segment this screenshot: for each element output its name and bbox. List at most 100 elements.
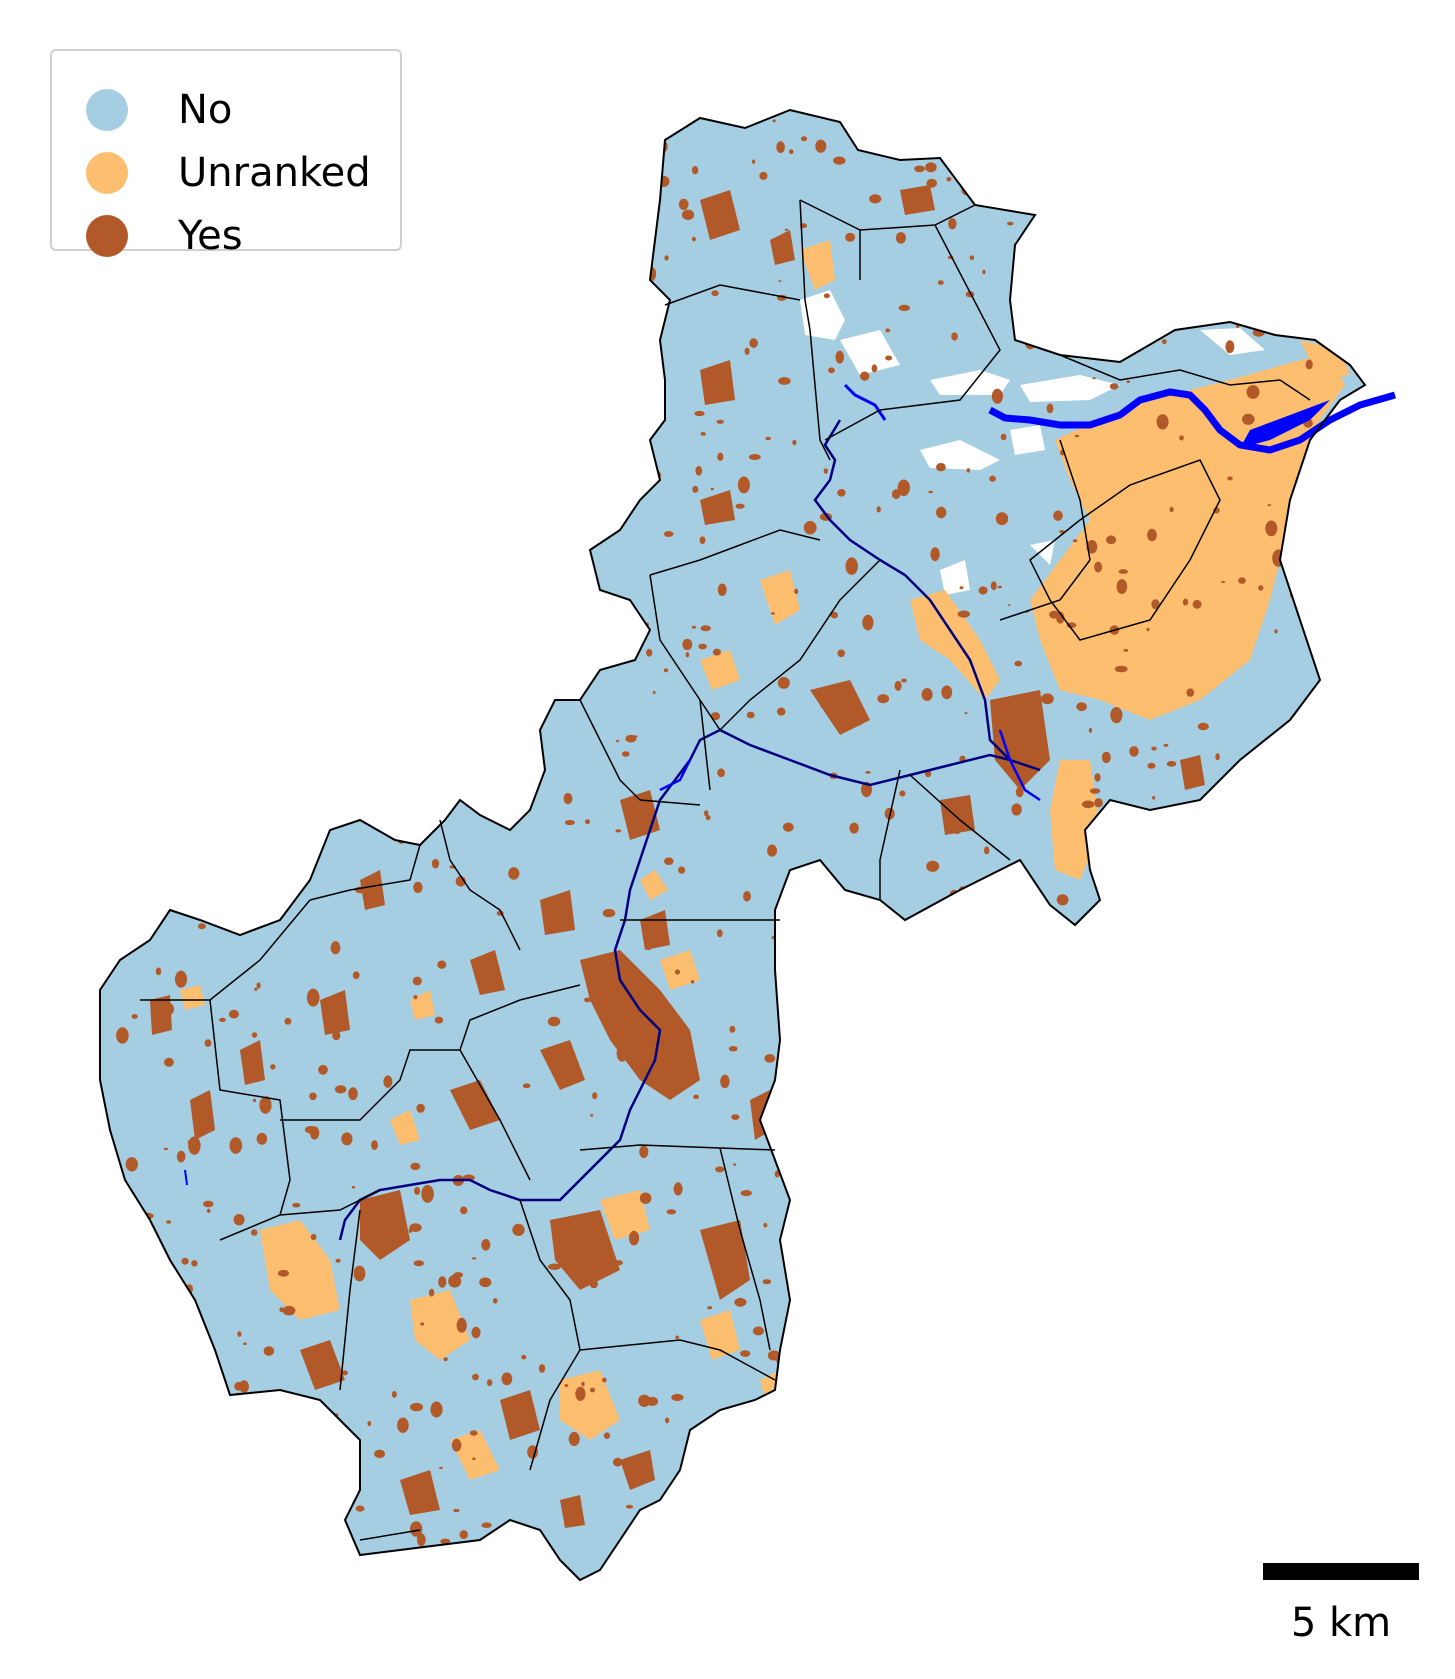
yes-speckle — [1071, 1477, 1080, 1489]
yes-speckle — [359, 329, 370, 335]
legend-label-unranked: Unranked — [178, 150, 371, 196]
yes-speckle — [849, 822, 859, 834]
yes-speckle — [413, 881, 423, 894]
yes-speckle — [431, 858, 440, 869]
yes-speckle — [1318, 450, 1328, 456]
yes-speckle — [309, 1126, 320, 1140]
yes-speckle — [812, 1096, 820, 1100]
yes-speckle — [241, 907, 246, 912]
yes-speckle — [1307, 1359, 1318, 1369]
yes-speckle — [486, 1379, 493, 1387]
yes-speckle — [252, 640, 261, 653]
yes-speckle — [458, 1568, 468, 1575]
yes-speckle — [132, 1463, 137, 1467]
yes-speckle — [1218, 855, 1230, 865]
yes-speckle — [1181, 1231, 1191, 1244]
yes-speckle — [1126, 380, 1130, 384]
yes-speckle — [292, 1202, 301, 1208]
yes-speckle — [254, 987, 258, 992]
yes-speckle — [830, 611, 838, 619]
yes-speckle — [1227, 1128, 1238, 1139]
yes-speckle — [428, 1288, 435, 1297]
yes-speckle — [1257, 789, 1261, 794]
yes-speckle — [1200, 1330, 1207, 1337]
yes-speckle — [1056, 1295, 1068, 1304]
yes-speckle — [401, 610, 410, 618]
yes-speckle — [691, 166, 699, 175]
yes-speckle — [519, 110, 525, 116]
yes-speckle — [845, 1164, 859, 1181]
yes-speckle — [164, 1057, 174, 1067]
scale-bar — [1263, 1563, 1419, 1580]
yes-speckle — [1169, 506, 1174, 513]
yes-speckle — [850, 1379, 857, 1383]
yes-speckle — [318, 1064, 328, 1075]
yes-speckle — [1208, 874, 1215, 881]
yes-speckle — [621, 751, 630, 757]
yes-speckle — [978, 887, 986, 894]
yes-speckle — [1259, 1030, 1264, 1033]
yes-speckle — [538, 1364, 546, 1373]
yes-speckle — [610, 427, 617, 436]
yes-speckle — [1089, 1009, 1096, 1013]
map-region — [100, 110, 1365, 1580]
yes-speckle — [402, 619, 412, 624]
yes-speckle — [685, 652, 690, 658]
yes-speckle — [1248, 181, 1260, 191]
yes-speckle — [199, 1099, 212, 1109]
yes-speckle — [820, 700, 826, 709]
yes-speckle — [142, 1275, 147, 1278]
yes-speckle — [603, 1432, 611, 1439]
yes-speckle — [259, 1096, 272, 1114]
yes-speckle — [439, 1466, 444, 1469]
yes-speckle — [189, 275, 197, 286]
yes-speckle — [237, 322, 251, 335]
yes-speckle — [647, 947, 651, 951]
yes-speckle — [729, 1025, 736, 1033]
yes-speckle — [1147, 762, 1156, 769]
yes-speckle — [353, 1265, 366, 1282]
yes-speckle — [936, 506, 947, 519]
legend-item-yes: Yes — [86, 211, 243, 261]
yes-speckle — [527, 1445, 538, 1459]
yes-speckle — [1330, 900, 1337, 906]
yes-speckle — [1223, 184, 1235, 199]
yes-speckle — [337, 615, 350, 626]
yes-speckle — [1306, 1183, 1313, 1192]
yes-speckle — [395, 522, 408, 536]
yes-speckle — [119, 1351, 127, 1362]
yes-speckle — [981, 1236, 995, 1253]
yes-speckle — [1334, 324, 1347, 333]
yes-speckle — [1238, 577, 1246, 584]
yes-speckle — [1318, 110, 1328, 113]
yes-speckle — [894, 680, 902, 691]
yes-speckle — [1007, 1380, 1016, 1389]
yes-speckle — [965, 1231, 978, 1238]
yes-speckle — [307, 488, 311, 493]
yes-speckle — [764, 1054, 776, 1063]
yes-speckle — [493, 503, 500, 510]
yes-speckle — [899, 790, 906, 797]
yes-speckle — [1014, 1066, 1026, 1083]
yes-speckle — [125, 842, 133, 849]
yes-speckle — [145, 1230, 151, 1238]
yes-speckle — [815, 139, 827, 153]
yes-speckle — [845, 232, 856, 242]
yes-speckle — [926, 860, 940, 872]
yes-speckle — [885, 355, 893, 361]
yes-speckle — [731, 1114, 740, 1120]
yes-speckle — [1207, 1429, 1212, 1436]
yes-speckle — [443, 1357, 448, 1362]
yes-speckle — [948, 218, 957, 230]
yes-speckle — [1110, 131, 1123, 148]
yes-speckle — [966, 167, 974, 174]
yes-speckle — [733, 1163, 737, 1166]
yes-speckle — [805, 1051, 811, 1058]
yes-speckle — [508, 867, 520, 880]
yes-speckle — [332, 1030, 341, 1041]
yes-speckle — [256, 1132, 268, 1145]
yes-speckle — [849, 1294, 859, 1303]
yes-speckle — [957, 610, 970, 618]
yes-speckle — [1265, 520, 1278, 537]
yes-speckle — [476, 371, 483, 380]
